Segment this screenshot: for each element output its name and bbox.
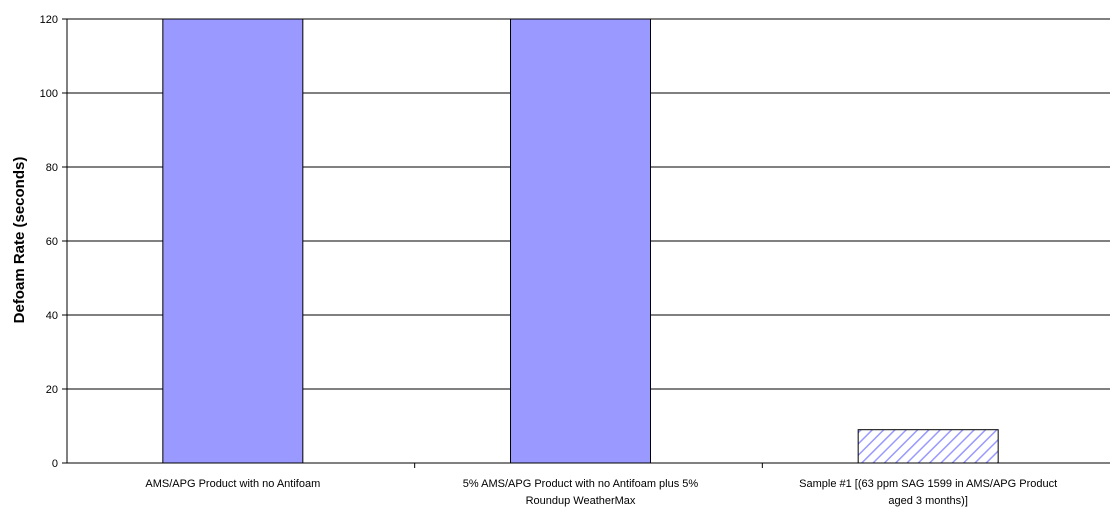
y-axis-title: Defoam Rate (seconds) [11,157,28,324]
x-category-label: Sample #1 [(63 ppm SAG 1599 in AMS/APG P… [799,478,1057,490]
y-tick-label: 40 [46,310,58,322]
y-tick-label: 80 [46,162,58,174]
x-category-label: Roundup WeatherMax [526,495,636,507]
y-tick-label: 60 [46,236,58,248]
x-category-label: aged 3 months)] [888,495,968,507]
y-tick-label: 100 [40,88,58,100]
bar-3 [857,429,999,464]
y-tick-labels: 0 20 40 60 80 100 120 [40,14,58,470]
y-tick-label: 20 [46,384,58,396]
x-category-labels: AMS/APG Product with no Antifoam 5% AMS/A… [145,478,1057,507]
x-category-label: AMS/APG Product with no Antifoam [145,478,320,490]
x-category-label: 5% AMS/APG Product with no Antifoam plus… [463,478,699,490]
y-tick-label: 120 [40,14,58,26]
y-tick-label: 0 [52,458,58,470]
bar-2 [510,18,651,464]
bar-1 [162,18,304,464]
axes [62,18,1110,468]
bars [162,18,999,464]
